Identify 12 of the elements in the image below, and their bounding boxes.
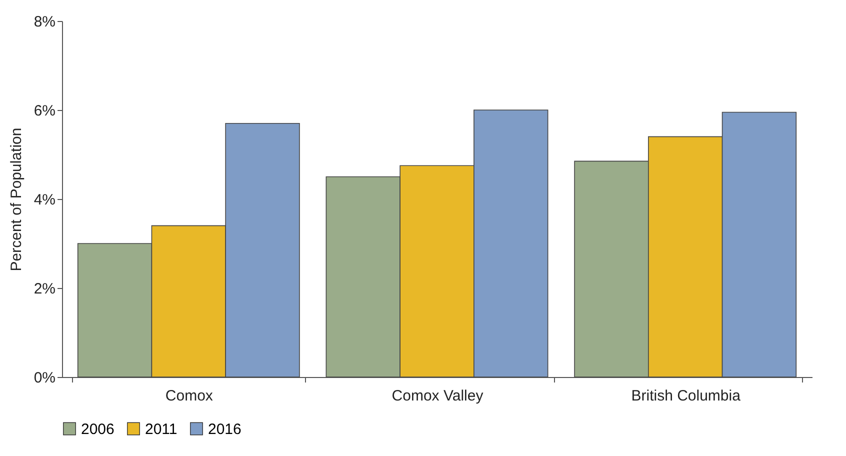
y-tick-label: 8% [34,14,56,30]
y-tick-label: 0% [34,370,56,386]
x-tick-label: Comox [165,388,214,404]
legend-label: 2016 [208,420,242,438]
legend-label: 2006 [81,420,114,438]
y-tick-label: 6% [34,102,56,120]
y-axis-title: Percent of Population [8,128,25,272]
y-tick-label: 4% [34,192,56,208]
legend-label: 2011 [145,420,178,438]
x-tick-label: British Columbia [631,388,742,404]
y-tick-label: 2% [34,280,56,298]
x-tick-label: Comox Valley [392,388,484,404]
